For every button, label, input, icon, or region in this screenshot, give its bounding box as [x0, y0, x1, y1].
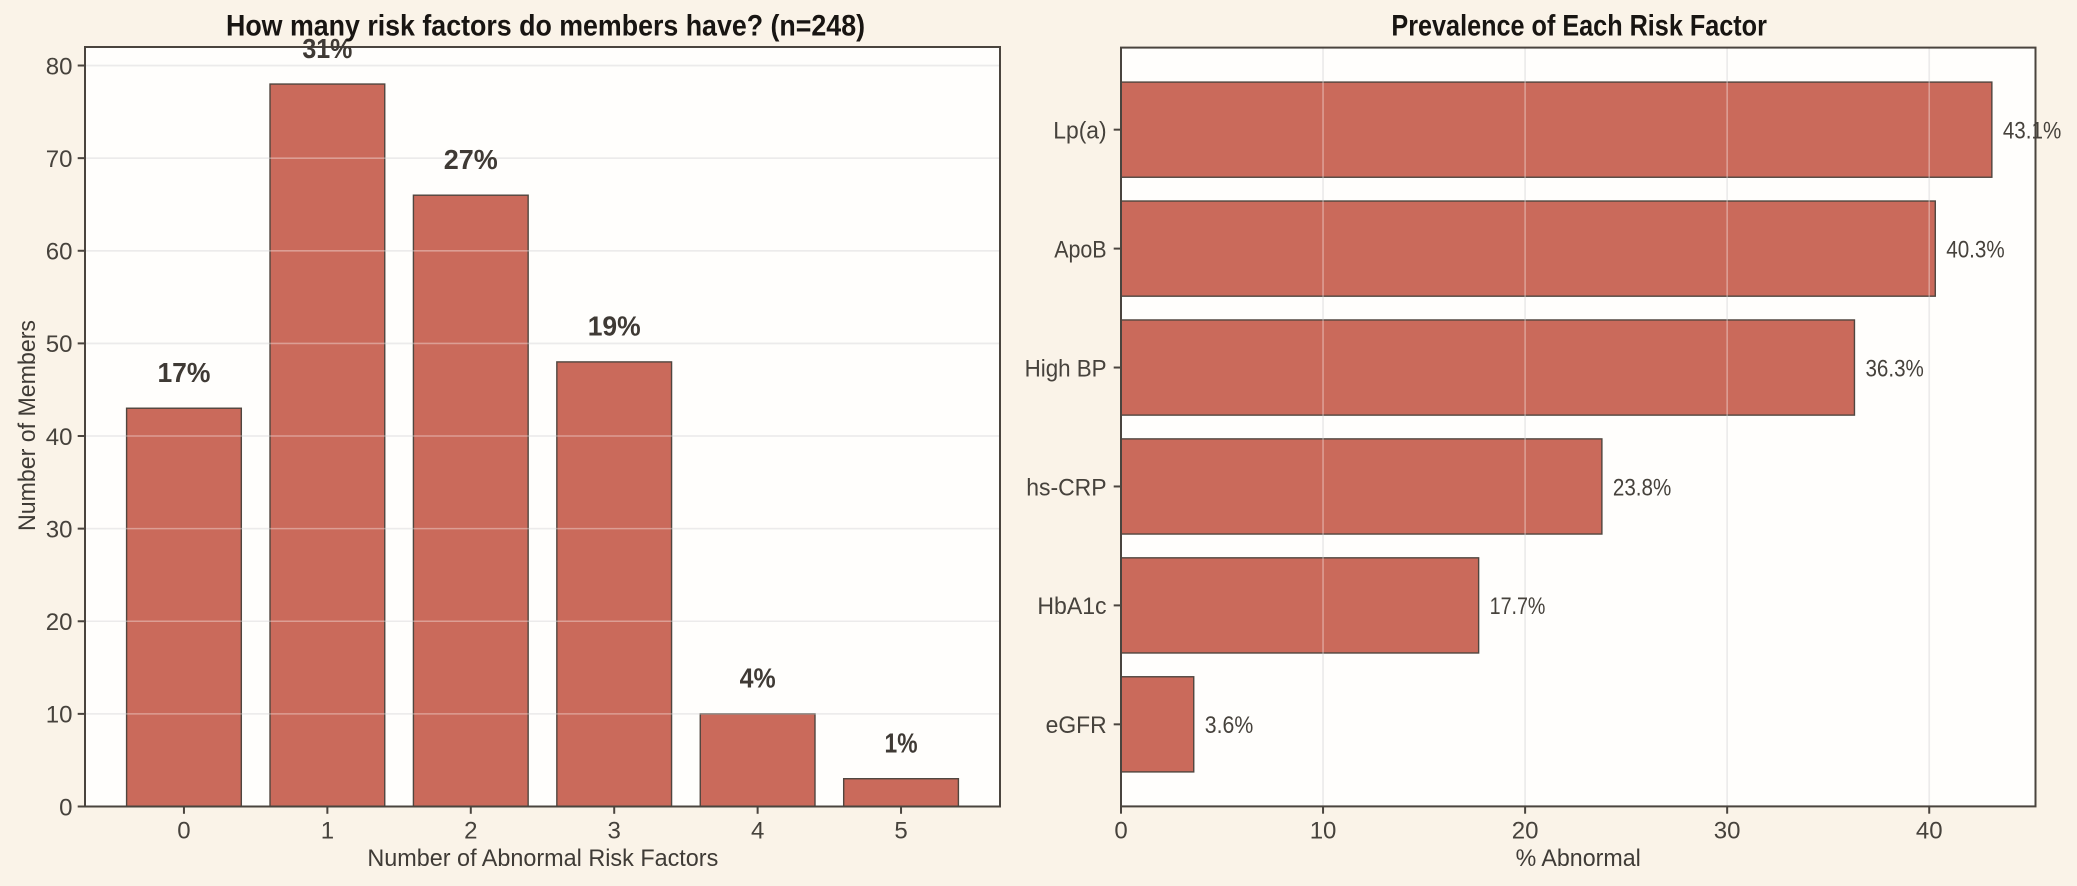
svg-text:ApoB: ApoB [1054, 236, 1106, 263]
svg-text:10: 10 [1310, 817, 1337, 844]
svg-text:HbA1c: HbA1c [1037, 593, 1106, 620]
svg-text:How many risk factors do membe: How many risk factors do members have? (… [226, 10, 865, 43]
svg-text:Number of Abnormal Risk Factor: Number of Abnormal Risk Factors [367, 845, 718, 872]
svg-text:5: 5 [894, 817, 907, 844]
svg-text:3: 3 [608, 817, 621, 844]
svg-text:1: 1 [321, 817, 334, 844]
svg-text:0: 0 [1114, 817, 1127, 844]
svg-text:1%: 1% [885, 727, 918, 758]
svg-text:19%: 19% [588, 311, 641, 342]
svg-text:27%: 27% [444, 144, 498, 175]
svg-text:70: 70 [46, 146, 73, 173]
svg-text:% Abnormal: % Abnormal [1516, 845, 1641, 872]
svg-text:23.8%: 23.8% [1613, 474, 1671, 501]
svg-text:Number of Members: Number of Members [14, 320, 41, 531]
svg-text:17.7%: 17.7% [1490, 593, 1546, 620]
svg-text:40: 40 [46, 424, 73, 451]
svg-text:30: 30 [46, 516, 73, 543]
svg-text:High BP: High BP [1025, 355, 1107, 382]
svg-text:0: 0 [177, 817, 190, 844]
svg-text:eGFR: eGFR [1046, 712, 1107, 739]
svg-text:20: 20 [1512, 817, 1539, 844]
svg-text:40.3%: 40.3% [1946, 236, 2004, 263]
svg-text:hs-CRP: hs-CRP [1026, 474, 1106, 501]
svg-text:17%: 17% [157, 357, 210, 388]
svg-text:3.6%: 3.6% [1205, 712, 1254, 739]
svg-text:60: 60 [46, 239, 73, 266]
svg-text:2: 2 [464, 817, 477, 844]
svg-text:43.1%: 43.1% [2003, 117, 2061, 144]
svg-text:80: 80 [46, 53, 73, 80]
svg-text:4: 4 [751, 817, 764, 844]
svg-text:30: 30 [1714, 817, 1741, 844]
svg-text:36.3%: 36.3% [1865, 355, 1923, 382]
svg-text:Lp(a): Lp(a) [1053, 117, 1106, 144]
svg-text:4%: 4% [740, 663, 776, 694]
svg-text:40: 40 [1916, 817, 1943, 844]
svg-text:50: 50 [46, 331, 73, 358]
svg-text:Prevalence of Each Risk Factor: Prevalence of Each Risk Factor [1391, 10, 1767, 43]
svg-text:0: 0 [59, 794, 72, 821]
svg-text:20: 20 [46, 609, 73, 636]
svg-text:31%: 31% [302, 33, 352, 64]
svg-text:10: 10 [46, 702, 73, 729]
